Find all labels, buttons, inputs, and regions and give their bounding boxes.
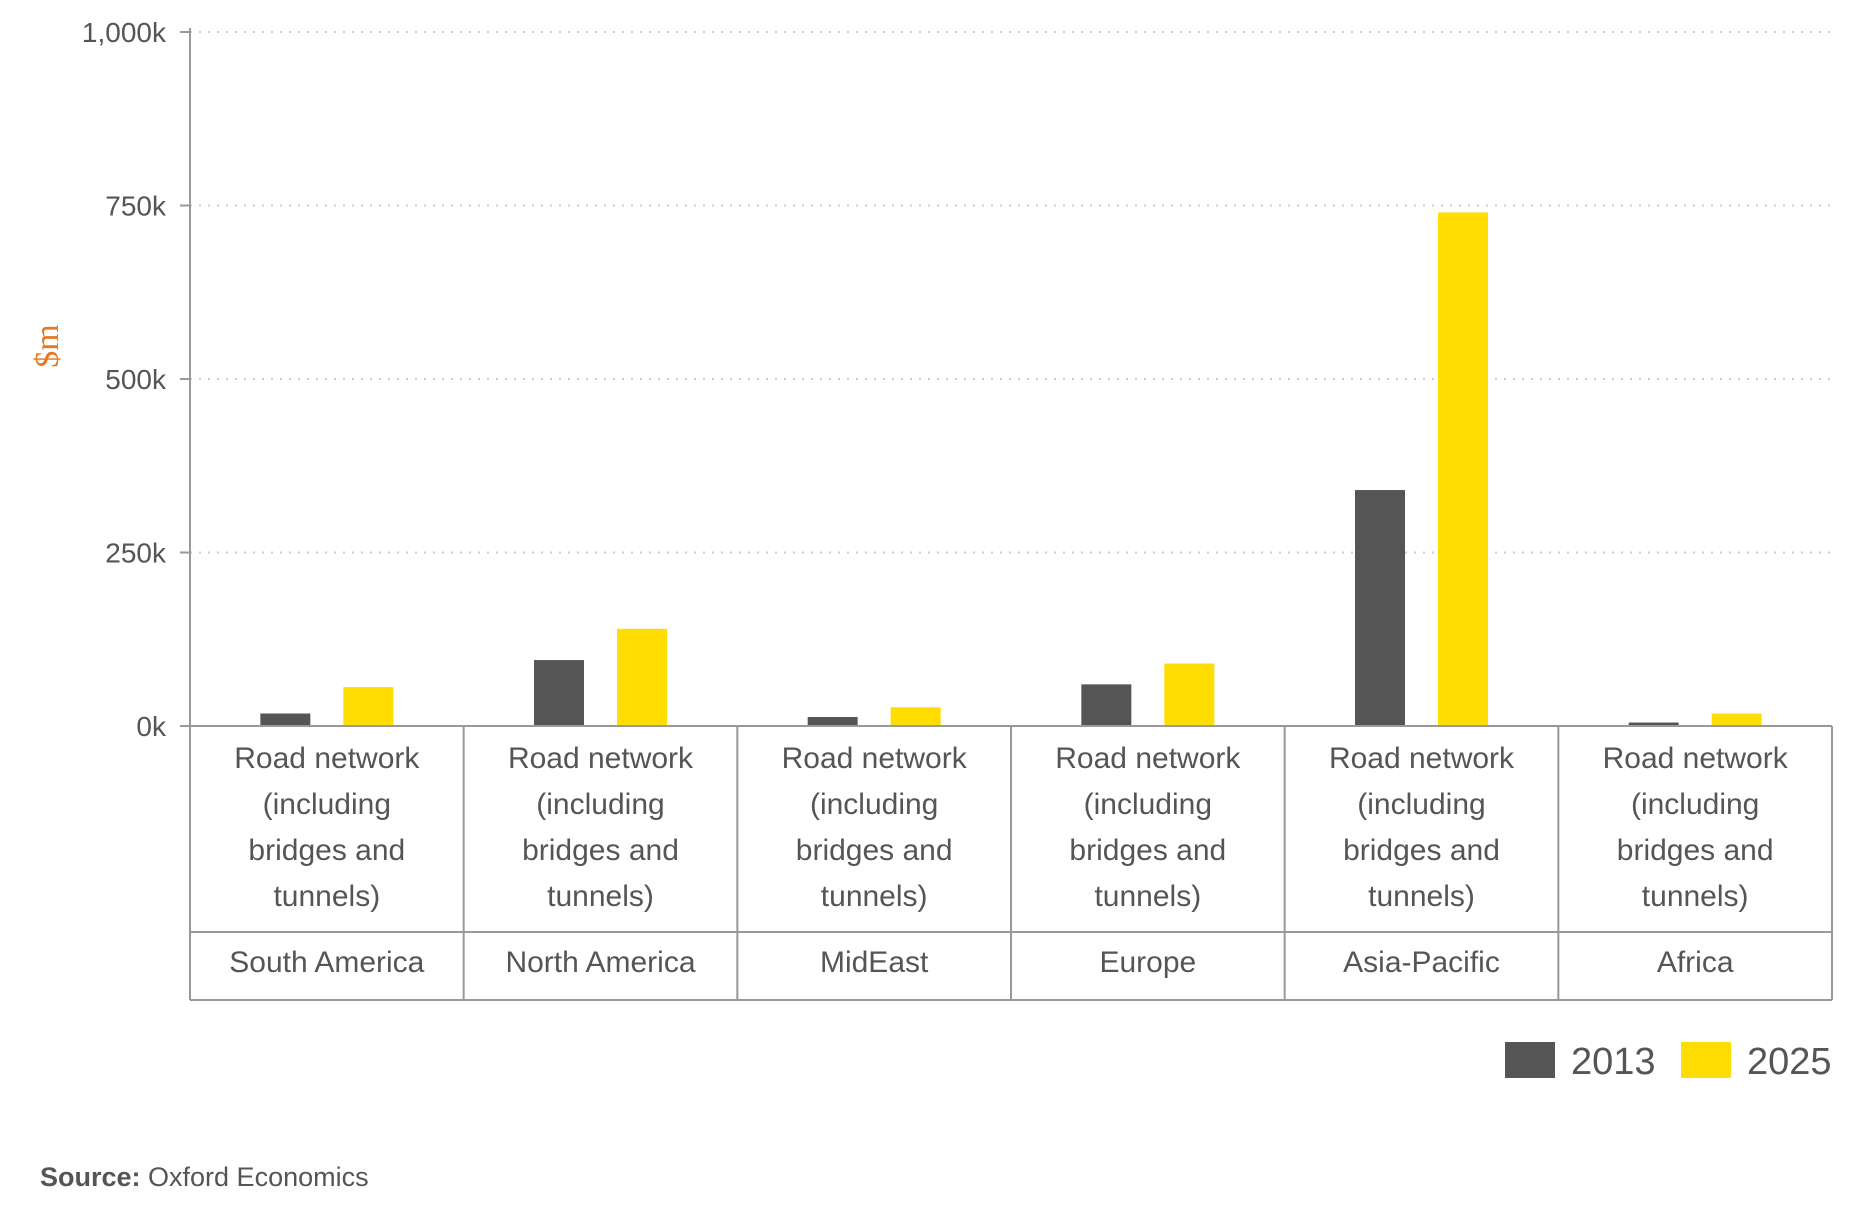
x-category-label-line: tunnels) [1094,880,1201,913]
bar-2013-south-america [260,713,311,726]
bar-2013-europe [1081,684,1132,726]
x-category-label-line: Road network [782,742,968,775]
x-category-label-line: bridges and [1343,834,1500,867]
bar-2025-south-america [343,687,394,726]
legend-swatch-2025 [1681,1042,1731,1078]
x-group-label: Europe [1099,946,1196,979]
x-category-label-line: Road network [1055,742,1241,775]
x-category-label-line: bridges and [1617,834,1774,867]
x-category-label-line: tunnels) [1368,880,1475,913]
source-text: Oxford Economics [140,1162,369,1192]
legend-swatch-2013 [1505,1042,1555,1078]
x-category-label-line: Road network [1329,742,1515,775]
x-group-label: Asia-Pacific [1343,946,1500,979]
x-category-label-line: tunnels) [1642,880,1749,913]
x-group-label: North America [505,946,695,979]
y-tick-label: 1,000k [82,17,167,48]
bar-2013-mideast [807,716,858,726]
x-category-label-line: tunnels) [273,880,380,913]
y-tick-label: 750k [105,191,167,222]
x-category-label-line: (including [1357,788,1485,821]
x-category-label-line: bridges and [248,834,405,867]
x-category-label-line: tunnels) [547,880,654,913]
bar-2025-asia-pacific [1438,212,1488,726]
x-group-label: MidEast [820,946,929,979]
legend-label-2025: 2025 [1747,1041,1832,1083]
source-note: Source: Oxford Economics [40,1162,369,1193]
x-group-label: Africa [1657,946,1734,979]
x-category-label-line: Road network [1603,742,1789,775]
y-tick-label: 500k [105,364,167,395]
x-category-label-line: tunnels) [821,880,928,913]
x-category-label-line: bridges and [522,834,679,867]
bar-2013-asia-pacific [1355,490,1405,726]
y-tick-label: 0k [136,711,167,742]
bar-2013-north-america [534,660,584,726]
x-category-label-line: Road network [508,742,694,775]
x-category-label-line: bridges and [1069,834,1226,867]
x-group-label: South America [229,946,424,979]
bar-2013-africa [1628,722,1679,726]
x-category-label-line: (including [1084,788,1212,821]
x-category-label-line: (including [536,788,664,821]
y-tick-label: 250k [105,538,167,569]
bar-2025-africa [1711,713,1762,726]
bar-2025-mideast [890,707,941,726]
x-category-label-line: (including [1631,788,1759,821]
bar-2025-europe [1164,663,1215,726]
bar-2025-north-america [617,628,667,726]
x-category-label-line: (including [263,788,391,821]
x-category-label-line: bridges and [796,834,953,867]
source-label: Source: [40,1162,141,1192]
x-category-label-line: (including [810,788,938,821]
legend-label-2013: 2013 [1571,1041,1656,1083]
x-category-label-line: Road network [234,742,420,775]
y-axis-label: $m [29,324,66,367]
